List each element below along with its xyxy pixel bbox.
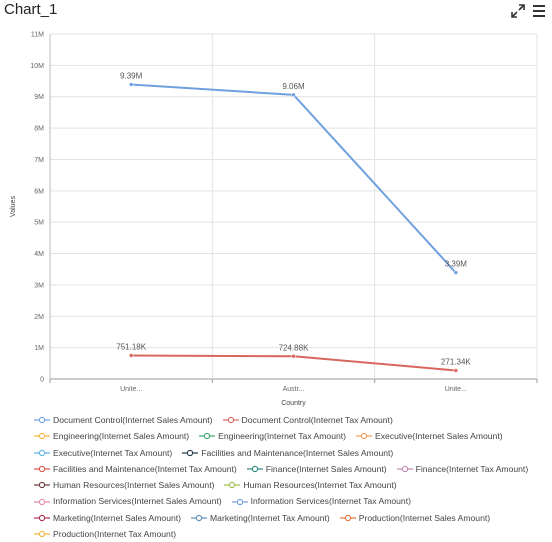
- legend-label: Executive(Internet Tax Amount): [53, 447, 173, 458]
- legend-label: Marketing(Internet Sales Amount): [53, 512, 182, 523]
- x-tick-label: Unite...: [445, 386, 467, 393]
- legend-item[interactable]: Facilities and Maintenance(Internet Tax …: [34, 461, 237, 477]
- legend-item[interactable]: Marketing(Internet Tax Amount): [191, 510, 330, 526]
- x-tick-label: Unite...: [120, 386, 142, 393]
- data-point: [128, 353, 134, 358]
- legend-marker-icon: [224, 482, 241, 489]
- legend-marker-icon: [191, 514, 208, 522]
- y-axis-title: Values: [10, 196, 17, 217]
- legend-label: Human Resources(Internet Tax Amount): [243, 480, 397, 491]
- legend-marker-icon: [34, 531, 50, 538]
- legend-item[interactable]: Document Control(Internet Sales Amount): [34, 412, 213, 428]
- legend-marker-icon: [222, 416, 239, 424]
- legend-label: Information Services(Internet Sales Amou…: [53, 496, 222, 507]
- legend-item[interactable]: Document Control(Internet Tax Amount): [222, 412, 393, 428]
- legend-marker-icon: [356, 433, 373, 440]
- hamburger-menu-icon: [533, 5, 545, 17]
- menu-icon[interactable]: [531, 3, 547, 19]
- data-point: [291, 354, 296, 359]
- legend-item[interactable]: Engineering(Internet Tax Amount): [199, 428, 346, 444]
- legend-label: Production(Internet Sales Amount): [358, 512, 491, 523]
- legend-label: Finance(Internet Tax Amount): [415, 463, 529, 474]
- data-point: [453, 270, 459, 275]
- x-tick-label: Austr...: [283, 386, 305, 393]
- data-point: [291, 92, 296, 98]
- y-tick-label: 2M: [34, 314, 44, 321]
- y-tick-label: 1M: [34, 345, 44, 352]
- chart-legend: Document Control(Internet Sales Amount) D…: [34, 412, 546, 542]
- y-tick-label: 7M: [34, 157, 44, 164]
- legend-item[interactable]: Production(Internet Tax Amount): [34, 526, 176, 542]
- data-label: 9.39M: [120, 71, 143, 80]
- legend-marker-icon: [34, 498, 50, 505]
- legend-marker-icon: [34, 514, 50, 522]
- expand-icon[interactable]: [510, 3, 526, 19]
- legend-item[interactable]: Information Services(Internet Sales Amou…: [34, 493, 222, 509]
- legend-item[interactable]: Finance(Internet Tax Amount): [396, 461, 529, 477]
- line-chart: 0 1M 2M 3M 4M 5M 6M 7M 8M 9M 10M 11M Unite... Austr..…: [10, 32, 538, 407]
- legend-marker-icon: [34, 482, 50, 489]
- legend-item[interactable]: Human Resources(Internet Tax Amount): [224, 477, 397, 493]
- legend-marker-icon: [199, 433, 216, 440]
- legend-marker-icon: [339, 514, 356, 522]
- legend-marker-icon: [182, 449, 199, 456]
- chart-title: Chart_1: [4, 1, 58, 18]
- legend-item[interactable]: Information Services(Internet Tax Amount…: [231, 493, 411, 509]
- legend-label: Executive(Internet Sales Amount): [375, 431, 503, 442]
- legend-label: Document Control(Internet Sales Amount): [53, 415, 213, 425]
- legend-item[interactable]: Production(Internet Sales Amount): [339, 510, 491, 526]
- legend-item[interactable]: Facilities and Maintenance(Internet Sale…: [182, 445, 393, 461]
- legend-label: Engineering(Internet Tax Amount): [218, 431, 347, 442]
- legend-label: Facilities and Maintenance(Internet Sale…: [201, 447, 394, 458]
- legend-label: Marketing(Internet Tax Amount): [210, 512, 330, 523]
- legend-label: Information Services(Internet Tax Amount…: [250, 496, 411, 507]
- y-tick-label: 9M: [34, 94, 44, 101]
- data-label: 271.34K: [441, 357, 471, 366]
- y-tick-label: 10M: [30, 63, 44, 70]
- y-tick-label: 5M: [34, 220, 44, 227]
- y-tick-label: 6M: [34, 188, 44, 195]
- legend-item[interactable]: Executive(Internet Sales Amount): [356, 428, 503, 444]
- data-point: [453, 368, 459, 373]
- y-tick-label: 8M: [34, 126, 44, 133]
- legend-marker-icon: [34, 465, 50, 473]
- legend-item[interactable]: Finance(Internet Sales Amount): [246, 461, 387, 477]
- legend-label: Finance(Internet Sales Amount): [265, 463, 387, 474]
- y-tick-label: 3M: [34, 282, 44, 289]
- legend-label: Production(Internet Tax Amount): [53, 529, 177, 540]
- legend-marker-icon: [34, 449, 50, 456]
- data-point: [128, 82, 134, 87]
- legend-label: Engineering(Internet Sales Amount): [53, 431, 190, 442]
- expand-arrows-icon: [511, 4, 525, 18]
- legend-marker-icon: [34, 416, 50, 424]
- legend-item[interactable]: Executive(Internet Tax Amount): [34, 445, 172, 461]
- y-tick-label: 0: [40, 377, 44, 384]
- data-label: 9.06M: [282, 82, 305, 91]
- legend-label: Document Control(Internet Tax Amount): [241, 415, 393, 425]
- legend-marker-icon: [396, 465, 413, 473]
- series-line: [131, 83, 457, 274]
- data-label: 751.18K: [116, 342, 146, 351]
- x-axis-title: Country: [281, 400, 306, 407]
- y-tick-label: 4M: [34, 251, 44, 258]
- legend-marker-icon: [231, 498, 248, 505]
- legend-marker-icon: [34, 433, 50, 440]
- legend-item[interactable]: Human Resources(Internet Sales Amount): [34, 477, 214, 493]
- data-label: 3.39M: [445, 260, 468, 269]
- data-label: 724.88K: [279, 343, 309, 352]
- legend-marker-icon: [246, 465, 263, 473]
- legend-label: Facilities and Maintenance(Internet Tax …: [53, 463, 237, 474]
- legend-item[interactable]: Engineering(Internet Sales Amount): [34, 428, 189, 444]
- y-tick-label: 11M: [31, 32, 44, 39]
- legend-label: Human Resources(Internet Sales Amount): [53, 480, 215, 491]
- legend-item[interactable]: Marketing(Internet Sales Amount): [34, 510, 181, 526]
